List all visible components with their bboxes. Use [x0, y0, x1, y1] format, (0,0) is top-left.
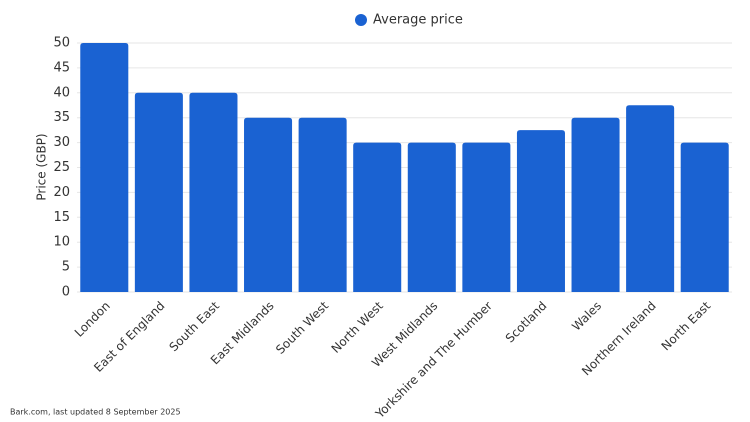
legend-swatch [355, 14, 367, 26]
y-axis-title: Price (GBP) [35, 133, 49, 200]
x-tick-label: Yorkshire and The Humber [372, 299, 495, 422]
bar [189, 92, 238, 292]
x-tick-label: North East [659, 298, 714, 353]
y-tick-label: 20 [53, 185, 70, 200]
bar [353, 142, 402, 292]
x-tick-label: North West [329, 298, 386, 355]
x-tick-label: Wales [569, 299, 604, 334]
x-tick-label: London [72, 299, 113, 340]
y-tick-label: 35 [53, 110, 70, 125]
bar [626, 105, 675, 292]
bar [462, 142, 511, 292]
x-tick-label: Scotland [503, 299, 550, 346]
y-tick-label: 10 [53, 235, 70, 250]
y-tick-label: 5 [62, 260, 70, 275]
y-tick-label: 40 [53, 85, 70, 100]
bar [298, 117, 347, 292]
y-tick-label: 45 [53, 60, 70, 75]
legend-label: Average price [373, 13, 463, 28]
bar [134, 92, 183, 292]
y-tick-label: 15 [53, 210, 70, 225]
bar [407, 142, 456, 292]
source-note: Bark.com, last updated 8 September 2025 [10, 408, 181, 417]
y-tick-label: 30 [53, 135, 70, 150]
bar [680, 142, 729, 292]
x-tick-label: South East [166, 298, 222, 354]
y-tick-label: 25 [53, 160, 70, 175]
bar [516, 130, 565, 292]
bar [80, 43, 129, 292]
y-tick-label: 50 [53, 36, 70, 51]
bar [244, 117, 293, 292]
y-tick-label: 0 [62, 285, 70, 300]
x-tick-label: South West [273, 298, 331, 356]
bar [571, 117, 620, 292]
